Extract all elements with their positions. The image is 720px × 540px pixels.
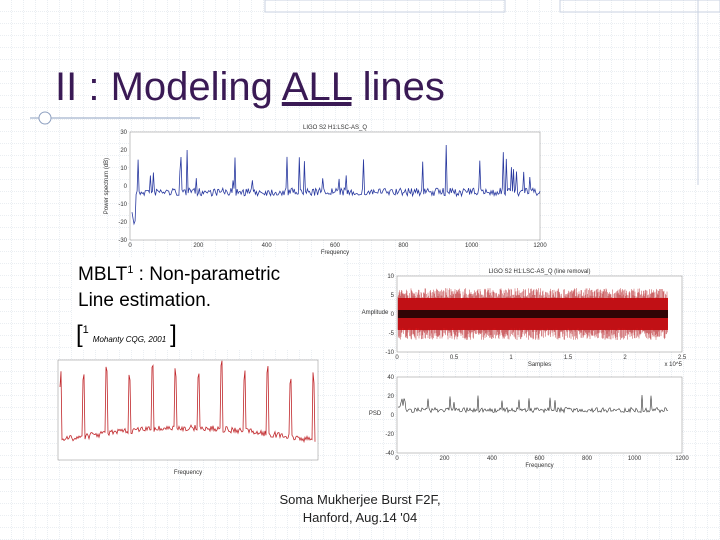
y-tick-label: -10 — [118, 202, 127, 208]
y-tick-label: -30 — [118, 238, 127, 244]
y-tick-label: 10 — [120, 166, 127, 172]
spectrum-line — [131, 144, 541, 226]
x-tick-label: 1000 — [628, 456, 642, 462]
x-tick-label: 1 — [509, 355, 513, 361]
y-tick-label: 20 — [120, 148, 127, 154]
y-tick-label: 5 — [391, 293, 395, 299]
slide-title: II : Modeling ALL lines — [55, 65, 445, 109]
x-tick-label: 2.5 — [678, 355, 687, 361]
plot-left — [57, 359, 319, 461]
multiplier: x 10^5 — [665, 362, 683, 368]
y-tick-label: -20 — [118, 220, 127, 226]
x-tick-label: 0 — [395, 456, 399, 462]
x-label: Frequency — [174, 470, 202, 476]
y-label: PSD — [369, 411, 382, 417]
x-label: Frequency — [321, 250, 349, 256]
y-tick-label: -20 — [385, 432, 394, 438]
y-tick-label: -10 — [385, 350, 394, 356]
x-tick-label: 200 — [439, 456, 450, 462]
y-tick-label: 30 — [120, 130, 127, 136]
plot-top — [129, 131, 541, 241]
x-tick-label: 800 — [582, 456, 593, 462]
x-tick-label: 400 — [262, 243, 273, 249]
y-tick-label: 0 — [391, 312, 395, 318]
x-tick-label: 1000 — [465, 243, 479, 249]
y-tick-label: 0 — [124, 184, 128, 190]
plot-title: LIGO S2 H1:LSC-AS_Q — [303, 125, 367, 131]
y-tick-label: 10 — [387, 274, 394, 280]
x-tick-label: 2 — [623, 355, 627, 361]
spectrum-line — [59, 360, 316, 444]
decor — [264, 0, 506, 13]
psd-line — [397, 394, 669, 414]
body-line: Line estimation. — [78, 290, 211, 311]
reference: [1Mohanty CQG, 2001] — [76, 321, 177, 348]
y-tick-label: -5 — [389, 331, 395, 337]
decor — [559, 0, 720, 13]
x-tick-label: 600 — [534, 456, 545, 462]
y-tick-label: 0 — [391, 413, 395, 419]
x-tick-label: 1.5 — [564, 355, 573, 361]
plot-title: LIGO S2 H1:LSC-AS_Q (line removal) — [488, 269, 590, 275]
y-tick-label: 40 — [387, 375, 394, 381]
x-tick-label: 0 — [128, 243, 132, 249]
plot-psd — [396, 376, 683, 454]
footer: Hanford, Aug.14 '04 — [303, 510, 418, 525]
y-label: Power spectrum (dB) — [104, 158, 110, 214]
x-tick-label: 600 — [330, 243, 341, 249]
rule-dot — [38, 111, 52, 125]
x-tick-label: 1200 — [675, 456, 689, 462]
x-tick-label: 400 — [487, 456, 498, 462]
x-tick-label: 1200 — [533, 243, 547, 249]
body-line: MBLT1 : Non-parametric — [78, 264, 280, 285]
x-tick-label: 0.5 — [450, 355, 459, 361]
y-label: Amplitude — [362, 310, 389, 316]
x-tick-label: 800 — [398, 243, 409, 249]
footer: Soma Mukherjee Burst F2F, — [279, 492, 440, 507]
x-tick-label: 0 — [395, 355, 399, 361]
x-label: Frequency — [525, 463, 553, 469]
plot-amplitude — [396, 275, 683, 353]
x-label: Samples — [528, 362, 551, 368]
x-tick-label: 200 — [193, 243, 204, 249]
y-tick-label: 20 — [387, 394, 394, 400]
y-tick-label: -40 — [385, 451, 394, 457]
text-box — [72, 258, 344, 350]
